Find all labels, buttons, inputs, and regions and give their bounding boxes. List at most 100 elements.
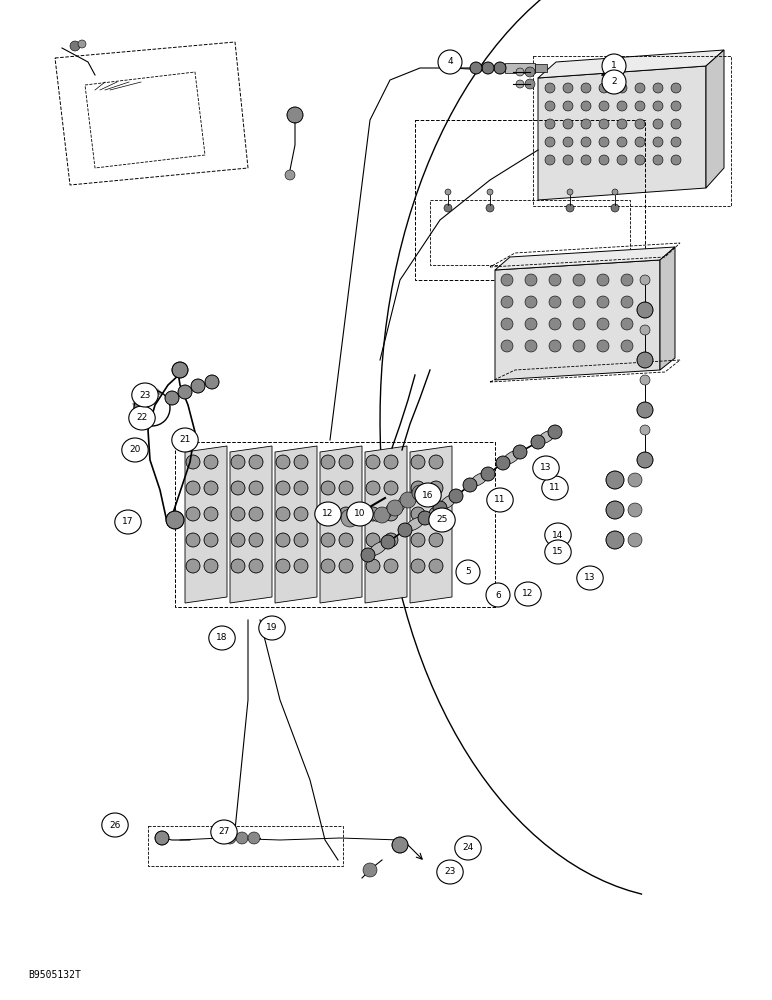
Circle shape bbox=[635, 119, 645, 129]
Circle shape bbox=[366, 533, 380, 547]
Circle shape bbox=[411, 455, 425, 469]
Ellipse shape bbox=[398, 493, 418, 507]
Circle shape bbox=[204, 507, 218, 521]
Circle shape bbox=[653, 155, 663, 165]
Circle shape bbox=[545, 155, 555, 165]
Circle shape bbox=[640, 325, 650, 335]
Circle shape bbox=[482, 62, 494, 74]
Text: 11: 11 bbox=[494, 495, 506, 504]
Circle shape bbox=[249, 455, 263, 469]
Bar bbox=[535, 64, 547, 72]
Circle shape bbox=[287, 107, 303, 123]
Circle shape bbox=[231, 507, 245, 521]
Circle shape bbox=[384, 481, 398, 495]
Polygon shape bbox=[538, 50, 724, 78]
Circle shape bbox=[361, 548, 375, 562]
Circle shape bbox=[516, 68, 524, 76]
Circle shape bbox=[525, 274, 537, 286]
Ellipse shape bbox=[545, 523, 571, 547]
Circle shape bbox=[429, 455, 443, 469]
Circle shape bbox=[549, 296, 561, 308]
Circle shape bbox=[444, 204, 452, 212]
Circle shape bbox=[617, 101, 627, 111]
Ellipse shape bbox=[602, 54, 626, 78]
Circle shape bbox=[204, 455, 218, 469]
Circle shape bbox=[573, 274, 585, 286]
Circle shape bbox=[597, 340, 609, 352]
Circle shape bbox=[549, 274, 561, 286]
Ellipse shape bbox=[487, 488, 513, 512]
Circle shape bbox=[525, 340, 537, 352]
Circle shape bbox=[599, 155, 609, 165]
Text: 23: 23 bbox=[445, 867, 455, 876]
Circle shape bbox=[635, 155, 645, 165]
Circle shape bbox=[525, 318, 537, 330]
Text: 22: 22 bbox=[137, 414, 147, 422]
Circle shape bbox=[231, 455, 245, 469]
Circle shape bbox=[429, 507, 443, 521]
Ellipse shape bbox=[115, 510, 141, 534]
Polygon shape bbox=[320, 446, 362, 603]
Ellipse shape bbox=[368, 541, 388, 556]
Text: 19: 19 bbox=[266, 624, 278, 633]
Circle shape bbox=[366, 455, 380, 469]
Ellipse shape bbox=[315, 502, 341, 526]
Circle shape bbox=[563, 137, 573, 147]
Ellipse shape bbox=[533, 456, 559, 480]
Circle shape bbox=[637, 302, 653, 318]
Circle shape bbox=[70, 41, 80, 51]
Ellipse shape bbox=[211, 820, 237, 844]
Circle shape bbox=[563, 83, 573, 93]
Circle shape bbox=[573, 340, 585, 352]
Circle shape bbox=[637, 402, 653, 418]
Text: 4: 4 bbox=[447, 57, 453, 66]
Circle shape bbox=[513, 445, 527, 459]
Circle shape bbox=[640, 275, 650, 285]
Circle shape bbox=[581, 101, 591, 111]
Circle shape bbox=[501, 296, 513, 308]
Circle shape bbox=[525, 67, 535, 77]
Circle shape bbox=[597, 274, 609, 286]
Circle shape bbox=[366, 481, 380, 495]
Circle shape bbox=[339, 455, 353, 469]
Text: 21: 21 bbox=[179, 436, 191, 444]
Circle shape bbox=[597, 318, 609, 330]
Circle shape bbox=[549, 340, 561, 352]
Circle shape bbox=[231, 559, 245, 573]
Circle shape bbox=[611, 204, 619, 212]
Circle shape bbox=[172, 362, 188, 378]
Circle shape bbox=[321, 533, 335, 547]
Ellipse shape bbox=[102, 813, 128, 837]
Circle shape bbox=[411, 481, 425, 495]
Circle shape bbox=[321, 559, 335, 573]
Circle shape bbox=[621, 318, 633, 330]
Circle shape bbox=[653, 101, 663, 111]
Circle shape bbox=[276, 481, 290, 495]
Circle shape bbox=[671, 155, 681, 165]
Ellipse shape bbox=[372, 508, 391, 522]
Circle shape bbox=[628, 473, 642, 487]
Circle shape bbox=[186, 559, 200, 573]
Circle shape bbox=[486, 204, 494, 212]
Polygon shape bbox=[538, 66, 706, 200]
Circle shape bbox=[548, 425, 562, 439]
Ellipse shape bbox=[172, 428, 198, 452]
Circle shape bbox=[525, 79, 535, 89]
Text: 16: 16 bbox=[422, 490, 434, 499]
Circle shape bbox=[276, 533, 290, 547]
Polygon shape bbox=[365, 446, 407, 603]
Bar bbox=[175, 442, 495, 607]
Polygon shape bbox=[185, 446, 227, 603]
Circle shape bbox=[612, 189, 618, 195]
Text: 27: 27 bbox=[218, 828, 230, 836]
Circle shape bbox=[418, 511, 432, 525]
Circle shape bbox=[671, 83, 681, 93]
Circle shape bbox=[617, 119, 627, 129]
Circle shape bbox=[606, 471, 624, 489]
Circle shape bbox=[429, 533, 443, 547]
Polygon shape bbox=[410, 446, 452, 603]
Circle shape bbox=[205, 375, 219, 389]
Circle shape bbox=[339, 481, 353, 495]
Circle shape bbox=[501, 340, 513, 352]
Circle shape bbox=[249, 533, 263, 547]
